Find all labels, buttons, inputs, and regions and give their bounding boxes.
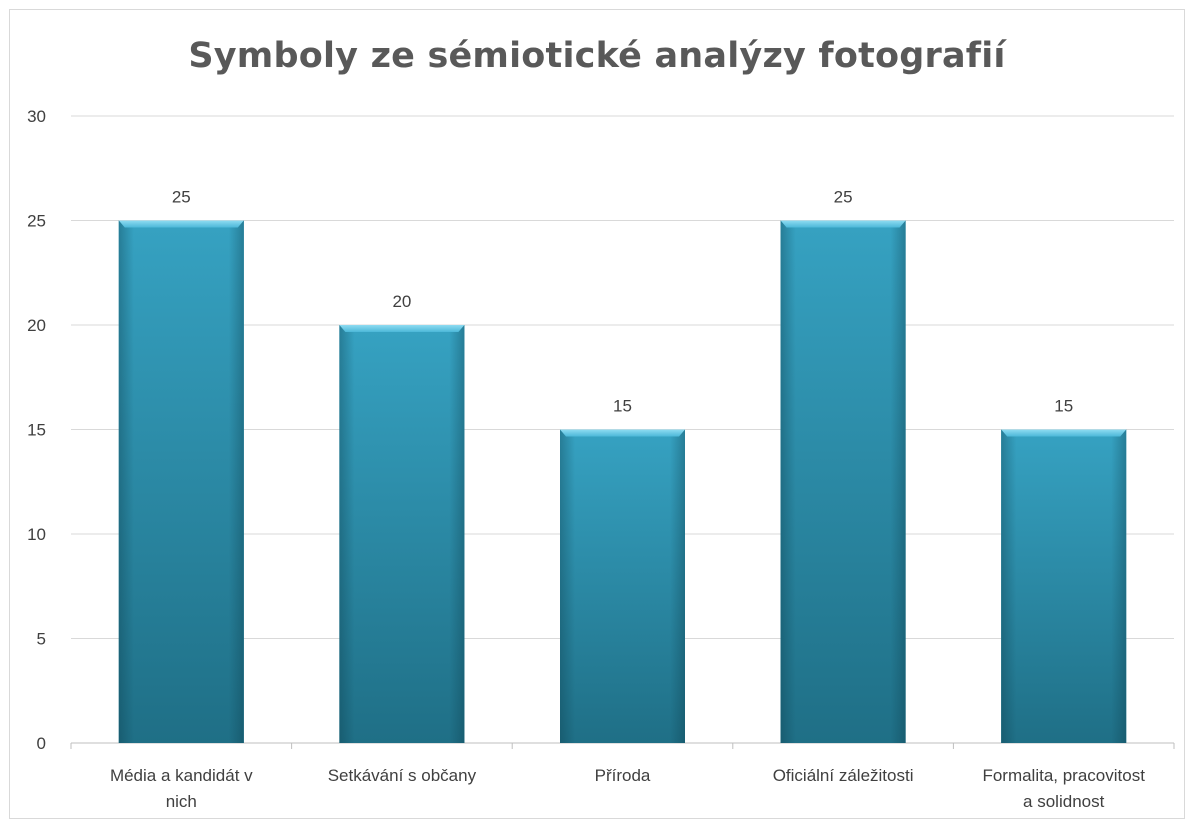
bar-edge-shade bbox=[560, 429, 685, 743]
category-label: Setkávání s občany bbox=[328, 766, 477, 785]
bar bbox=[780, 220, 906, 743]
bar-top-bevel bbox=[118, 220, 244, 228]
y-tick-label: 20 bbox=[27, 316, 46, 335]
bar-top-bevel bbox=[339, 325, 465, 332]
bar bbox=[1001, 429, 1127, 743]
bar-top-bevel bbox=[780, 220, 906, 228]
bar bbox=[339, 325, 465, 743]
bar-top-bevel bbox=[560, 429, 685, 437]
y-tick-label: 25 bbox=[27, 212, 46, 231]
data-label: 15 bbox=[613, 397, 632, 416]
bar-edge-shade bbox=[118, 220, 244, 743]
category-label: Média a kandidát v bbox=[110, 766, 253, 785]
data-label: 25 bbox=[172, 188, 191, 207]
category-label: a solidnost bbox=[1023, 792, 1105, 811]
y-tick-label: 5 bbox=[37, 630, 46, 649]
category-label: Oficiální záležitosti bbox=[773, 766, 914, 785]
bar-edge-shade bbox=[780, 220, 906, 743]
bar-top-bevel bbox=[1001, 429, 1127, 437]
bar bbox=[118, 220, 244, 743]
bar-edge-shade bbox=[1001, 429, 1127, 743]
y-tick-label: 30 bbox=[27, 107, 46, 126]
labels: 0 5 10 15 20 25 30 25 Média a kandidát v nich 20 Se… bbox=[27, 107, 1145, 811]
chart-title: Symboly ze sémiotické analýzy fotografií bbox=[188, 36, 1006, 76]
category-label: Příroda bbox=[595, 766, 651, 785]
data-label: 20 bbox=[392, 292, 411, 311]
data-label: 25 bbox=[834, 188, 853, 207]
category-label: Formalita, pracovitost bbox=[982, 766, 1145, 785]
bar-edge-shade bbox=[339, 325, 465, 743]
bars bbox=[118, 220, 1127, 743]
y-tick-label: 10 bbox=[27, 525, 46, 544]
category-label: nich bbox=[166, 792, 197, 811]
bar bbox=[560, 429, 685, 743]
y-tick-label: 15 bbox=[27, 421, 46, 440]
axes bbox=[70, 742, 1175, 749]
y-tick-label: 0 bbox=[37, 734, 46, 753]
data-label: 15 bbox=[1054, 397, 1073, 416]
